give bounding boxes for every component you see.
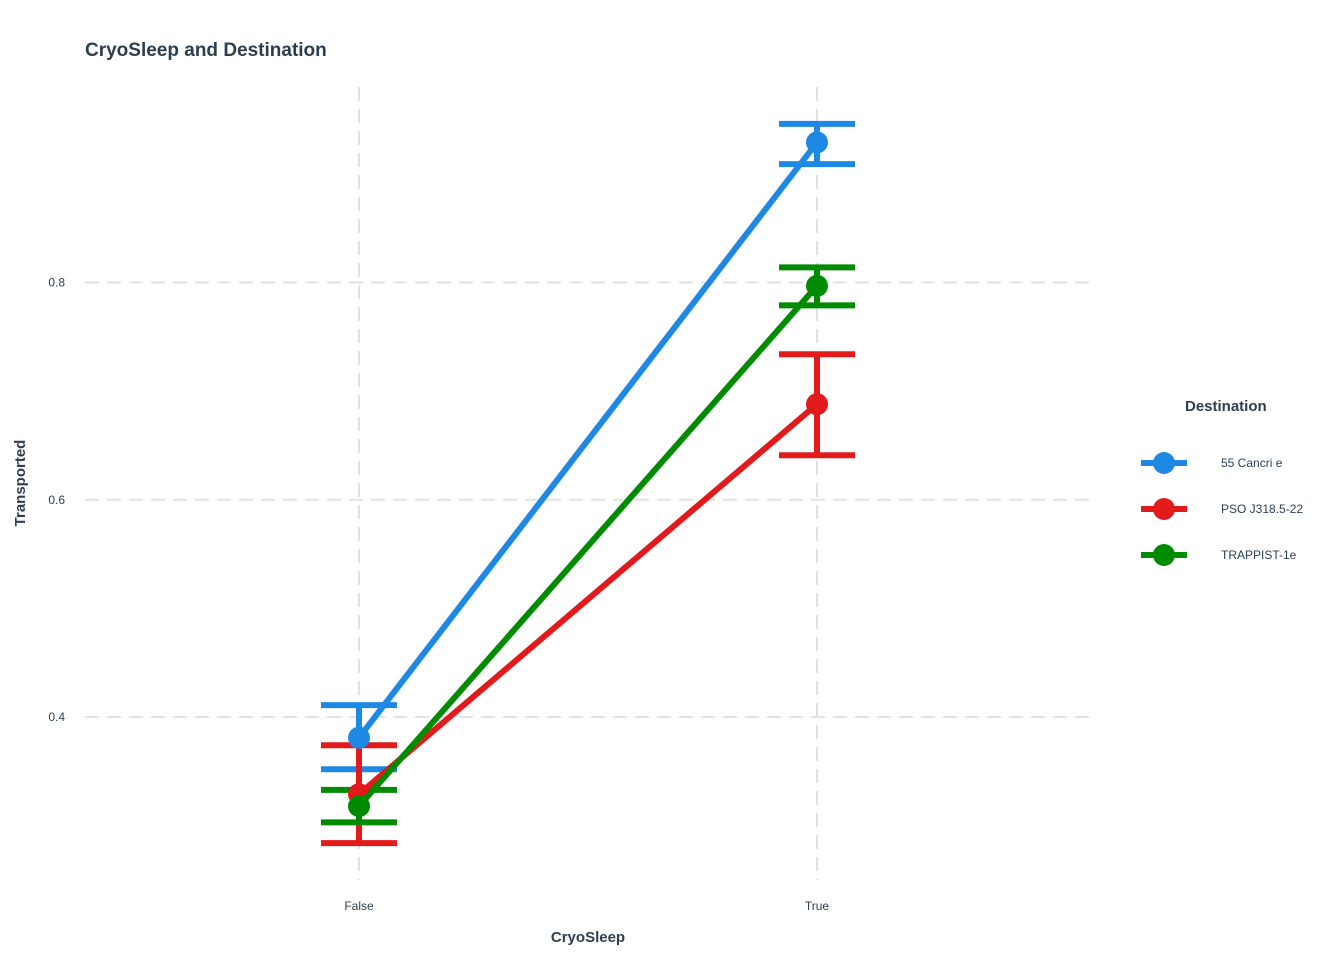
y-axis-title: Transported <box>12 440 29 527</box>
y-tick-label: 0.6 <box>48 493 65 507</box>
series-layer <box>321 120 855 847</box>
legend-item: TRAPPIST-1e <box>1141 544 1297 566</box>
series-line <box>356 401 820 798</box>
error-bars <box>321 120 855 773</box>
legend-key-point <box>1153 544 1175 566</box>
x-axis-title: CryoSleep <box>551 929 625 946</box>
series-group <box>348 131 828 749</box>
legend-key-point <box>1153 498 1175 520</box>
legend-label: PSO J318.5-22 <box>1221 502 1303 516</box>
legend-item: PSO J318.5-22 <box>1141 498 1303 520</box>
data-point <box>806 274 828 297</box>
x-tick-label: False <box>344 899 374 913</box>
legend-item: 55 Cancri e <box>1141 452 1283 474</box>
legend: Destination 55 Cancri e PSO J318.5-22 TRAP… <box>1141 398 1303 566</box>
data-point <box>348 795 370 818</box>
legend-title: Destination <box>1185 398 1267 415</box>
chart-title: CryoSleep and Destination <box>85 40 327 61</box>
data-point <box>348 726 370 749</box>
legend-label: 55 Cancri e <box>1221 456 1283 470</box>
grid-lines <box>85 87 1090 880</box>
legend-key-point <box>1153 452 1175 474</box>
series-line <box>356 282 820 810</box>
series-group <box>348 393 828 806</box>
y-tick-label: 0.8 <box>48 276 65 290</box>
legend-label: TRAPPIST-1e <box>1221 548 1297 562</box>
y-tick-label: 0.4 <box>48 710 65 724</box>
data-point <box>806 131 828 154</box>
x-tick-label: True <box>805 899 830 913</box>
series-group <box>348 274 828 818</box>
data-point <box>806 393 828 416</box>
axis-ticks: False True 0.4 0.6 0.8 <box>48 276 829 913</box>
series-line <box>356 139 820 741</box>
